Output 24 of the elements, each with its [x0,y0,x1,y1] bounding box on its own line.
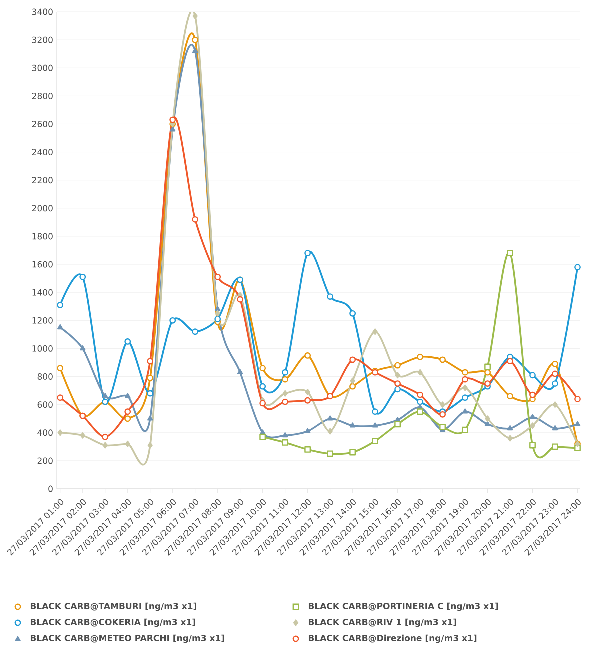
y-tick-label: 1000 [32,346,53,352]
legend-label: BLACK CARB@Direzione [ng/m3 x1] [308,634,477,644]
y-tick-label: 3200 [32,36,53,44]
y-tick-label: 2200 [32,177,53,184]
y-tick-label: 3400 [32,8,53,16]
y-tick-label: 0 [48,486,53,492]
y-tick-label: 1400 [32,289,53,296]
y-tick-label: 2600 [32,121,53,128]
legend-label: BLACK CARB@COKERIA [ng/m3 x1] [30,618,196,628]
y-tick-label: 800 [38,374,53,380]
y-tick-label: 3000 [32,64,53,72]
legend-label: BLACK CARB@TAMBURI [ng/m3 x1] [30,602,196,612]
y-tick-label: 2400 [32,149,53,156]
legend-label: BLACK CARB@METEO PARCHI [ng/m3 x1] [30,634,224,644]
y-tick-label: 1600 [32,261,53,268]
legend-label: BLACK CARB@RIV 1 [ng/m3 x1] [308,618,456,628]
y-tick-label: 1800 [32,233,53,240]
y-tick-label: 400 [38,430,53,436]
y-tick-label: 2800 [32,92,53,100]
legend-label: BLACK CARB@PORTINERIA C [ng/m3 x1] [308,602,498,612]
y-tick-label: 600 [38,402,53,408]
y-tick-label: 2000 [32,205,53,212]
y-tick-label: 1200 [32,317,53,324]
y-tick-label: 200 [38,458,53,464]
